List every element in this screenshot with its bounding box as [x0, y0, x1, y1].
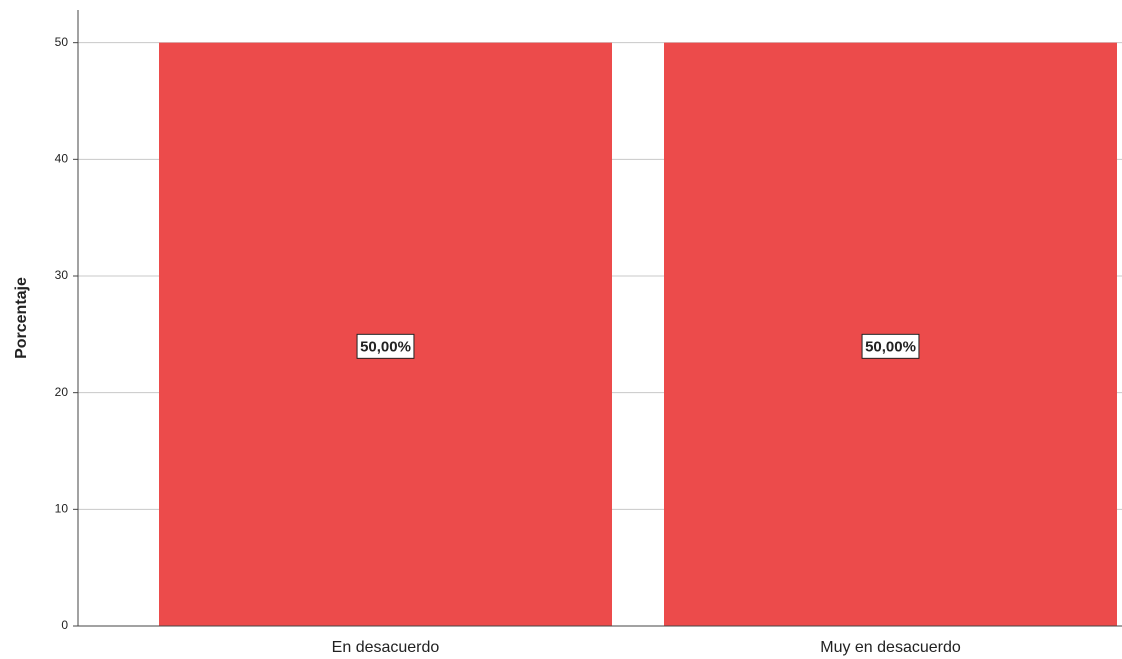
x-tick-label: En desacuerdo: [332, 639, 440, 656]
x-tick-label: Muy en desacuerdo: [820, 639, 961, 656]
y-tick-label: 40: [55, 152, 69, 166]
value-label-box: [356, 333, 415, 359]
y-tick-label: 50: [55, 35, 69, 49]
value-label-box: [861, 333, 920, 359]
y-axis-label: Porcentaje: [13, 277, 30, 359]
y-tick-label: 0: [61, 618, 68, 632]
y-tick-label: 30: [55, 268, 69, 282]
value-label: 50,00%: [865, 338, 916, 355]
y-tick-label: 10: [55, 502, 69, 516]
value-label: 50,00%: [360, 338, 411, 355]
y-tick-label: 20: [55, 385, 69, 399]
